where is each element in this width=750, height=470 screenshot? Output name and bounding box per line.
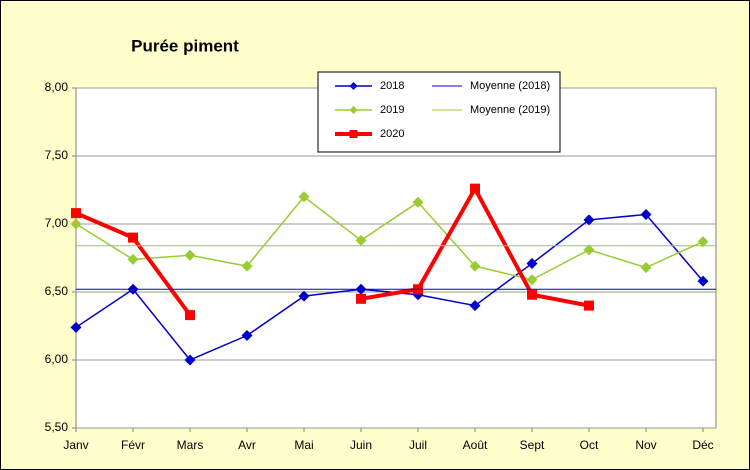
legend-label: 2020 — [380, 128, 404, 140]
y-tick-label: 5,50 — [45, 420, 69, 434]
x-tick-label: Nov — [635, 438, 656, 452]
marker — [584, 300, 594, 311]
x-tick-label: Août — [463, 438, 488, 452]
marker — [697, 275, 709, 287]
marker — [298, 290, 310, 302]
x-tick-label: Mars — [177, 438, 204, 452]
legend-label: 2019 — [380, 104, 404, 116]
legend-label: Moyenne (2018) — [470, 80, 550, 92]
x-tick-label: Sept — [520, 438, 545, 452]
x-tick-label: Févr — [121, 438, 145, 452]
x-tick-label: Oct — [580, 438, 599, 452]
x-tick-label: Juin — [350, 438, 372, 452]
y-tick-label: 6,50 — [45, 284, 69, 298]
marker — [583, 244, 595, 256]
x-tick-label: Janv — [63, 438, 88, 452]
marker — [583, 214, 595, 226]
marker — [697, 236, 709, 248]
marker — [298, 191, 310, 203]
marker — [70, 218, 82, 230]
marker — [184, 354, 196, 366]
marker — [469, 260, 481, 272]
legend-marker — [349, 106, 358, 114]
legend-label: 2018 — [380, 80, 404, 92]
marker — [526, 274, 538, 286]
marker — [469, 300, 481, 312]
legend-marker — [349, 130, 358, 138]
x-tick-label: Juil — [409, 438, 427, 452]
marker — [241, 330, 253, 342]
y-tick-label: 7,00 — [45, 216, 69, 230]
marker — [128, 232, 138, 243]
marker — [127, 253, 139, 265]
marker — [470, 183, 480, 194]
y-tick-label: 7,50 — [45, 148, 69, 162]
legend-label: Moyenne (2019) — [470, 104, 550, 116]
marker — [526, 257, 538, 269]
chart-title: Purée piment — [131, 36, 239, 55]
series-line — [75, 195, 704, 281]
marker — [640, 208, 652, 220]
marker — [527, 289, 537, 300]
marker — [640, 262, 652, 274]
series-line — [75, 213, 704, 361]
marker — [185, 310, 195, 321]
x-tick-label: Avr — [238, 438, 256, 452]
marker — [184, 249, 196, 261]
x-tick-label: Déc — [692, 438, 713, 452]
marker — [355, 234, 367, 246]
marker — [70, 321, 82, 333]
marker — [71, 208, 81, 219]
y-tick-label: 8,00 — [45, 80, 69, 94]
legend-marker — [349, 82, 358, 90]
y-tick-label: 6,00 — [45, 352, 69, 366]
marker — [241, 260, 253, 272]
x-tick-label: Mai — [294, 438, 313, 452]
marker — [356, 293, 366, 304]
marker — [412, 196, 424, 208]
